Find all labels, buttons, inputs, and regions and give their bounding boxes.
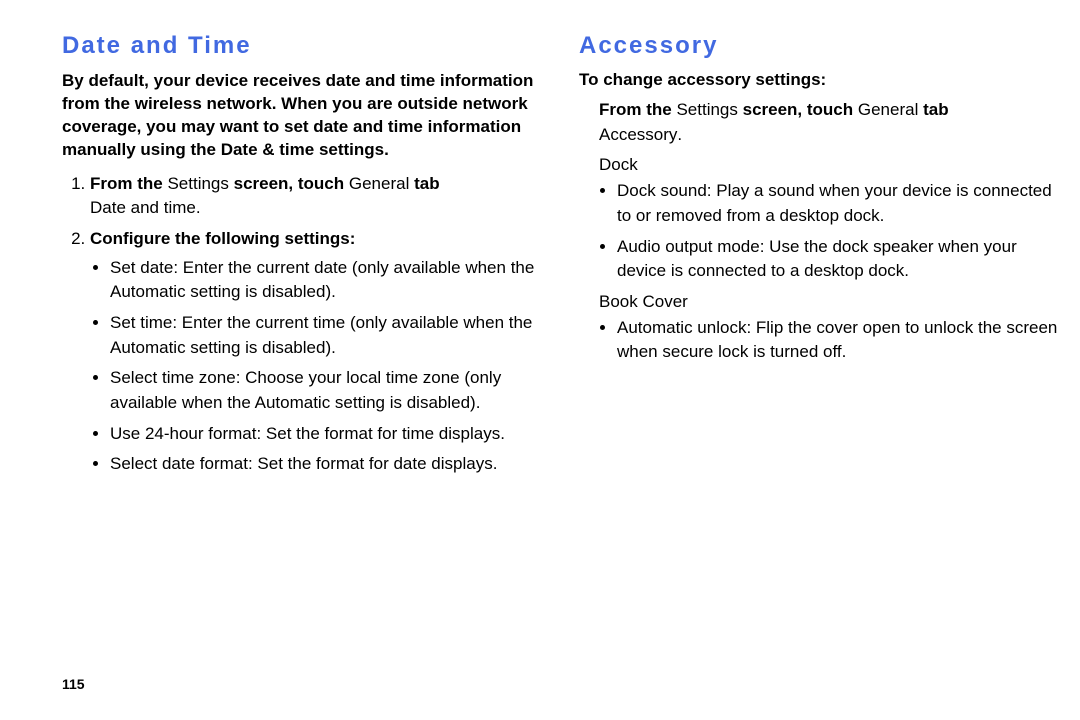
right-line1: From the Settings screen, touch General … (599, 98, 1068, 147)
list-item: Audio output mode: Use the dock speaker … (617, 235, 1068, 284)
list-item: Automatic unlock: Flip the cover open to… (617, 316, 1068, 365)
dock-subhead: Dock (599, 155, 1068, 175)
r1-bold3: tab (923, 100, 949, 119)
bullet-term: Audio output mode (617, 237, 760, 256)
left-step-2: Configure the following settings: Set da… (90, 227, 551, 477)
page-number: 115 (62, 676, 85, 692)
list-item: Select date format: Set the format for d… (110, 452, 551, 477)
left-bullets: Set date: Enter the current date (only a… (92, 256, 551, 477)
bookcover-bullets: Automatic unlock: Flip the cover open to… (599, 316, 1068, 365)
bullet-term: Select date format (110, 454, 248, 473)
r1-bold2: screen, touch (743, 100, 854, 119)
r1-mid1: Settings (672, 100, 743, 119)
bullet-desc: : Set the format for date displays. (248, 454, 497, 473)
manual-page: Date and Time By default, your device re… (0, 0, 1080, 720)
list-item: Set time: Enter the current time (only a… (110, 311, 551, 360)
two-column-layout: Date and Time By default, your device re… (62, 30, 1068, 483)
left-intro: By default, your device receives date an… (62, 70, 551, 162)
list-item: Dock sound: Play a sound when your devic… (617, 179, 1068, 228)
left-steps: From the Settings screen, touch General … (90, 172, 551, 477)
step1-bold3: tab (414, 174, 440, 193)
step1-mid2: General (344, 174, 414, 193)
bullet-term: Use 24-hour format (110, 424, 256, 443)
list-item: Use 24-hour format: Set the format for t… (110, 422, 551, 447)
r1-mid2: General (853, 100, 923, 119)
bullet-term: Select time zone (110, 368, 236, 387)
bullet-term: Set time (110, 313, 172, 332)
left-heading: Date and Time (62, 32, 551, 60)
bullet-desc: : Enter the current date (only available… (110, 258, 534, 302)
step1-mid1: Settings (163, 174, 234, 193)
bullet-desc: : Enter the current time (only available… (110, 313, 532, 357)
bullet-term: Automatic unlock (617, 318, 746, 337)
step1-period: . (196, 198, 201, 217)
right-sub-lead: To change accessory settings: (579, 70, 1068, 90)
step1-bold2: screen, touch (234, 174, 345, 193)
r1-tail: Accessory (599, 125, 677, 144)
bullet-term: Dock sound (617, 181, 707, 200)
list-item: Set date: Enter the current date (only a… (110, 256, 551, 305)
dock-bullets: Dock sound: Play a sound when your devic… (599, 179, 1068, 284)
step1-lead: From the (90, 174, 163, 193)
step1-tail: Date and time (90, 198, 196, 217)
step2-text: Configure the following settings: (90, 229, 355, 248)
list-item: Select time zone: Choose your local time… (110, 366, 551, 415)
right-column: Accessory To change accessory settings: … (579, 30, 1068, 483)
bookcover-subhead: Book Cover (599, 292, 1068, 312)
left-step-1: From the Settings screen, touch General … (90, 172, 551, 221)
left-column: Date and Time By default, your device re… (62, 30, 551, 483)
r1-period: . (677, 125, 682, 144)
right-heading: Accessory (579, 32, 1068, 60)
bullet-desc: : Set the format for time displays. (256, 424, 504, 443)
bullet-term: Set date (110, 258, 173, 277)
r1-lead: From the (599, 100, 672, 119)
